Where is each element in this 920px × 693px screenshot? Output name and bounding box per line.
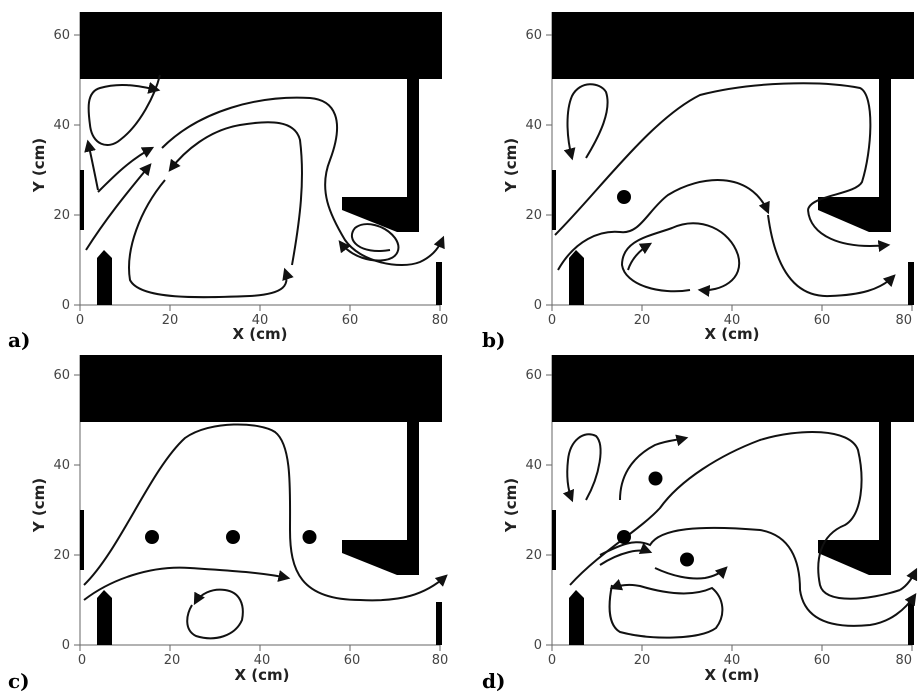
panel-label: d) — [482, 669, 505, 693]
panel-label: b) — [482, 328, 505, 352]
panel-d: 60 40 20 0 0 20 40 60 80 X (cm) Y (cm) d… — [482, 355, 918, 693]
xtick-80: 80 — [895, 653, 912, 668]
panel-a: 60 40 20 0 0 20 40 60 80 X (cm) Y (cm) a… — [8, 12, 448, 352]
panel-a-walls — [80, 12, 442, 305]
ytick-20: 20 — [525, 548, 542, 563]
x-axis-label: X (cm) — [234, 666, 289, 684]
panel-label: c) — [8, 669, 30, 693]
y-axis-label: Y (cm) — [30, 478, 48, 533]
xtick-60: 60 — [342, 313, 359, 328]
ytick-20: 20 — [53, 208, 70, 223]
panel-d-walls — [552, 355, 914, 645]
xtick-40: 40 — [724, 313, 741, 328]
y-axis-label: Y (cm) — [30, 138, 48, 193]
xtick-0: 0 — [548, 653, 556, 668]
xtick-60: 60 — [814, 653, 831, 668]
panel-d-streamlines — [562, 431, 918, 639]
xtick-20: 20 — [162, 313, 179, 328]
x-axis-label: X (cm) — [232, 325, 287, 343]
ytick-0: 0 — [62, 298, 70, 313]
panel-c-walls — [80, 355, 442, 645]
ytick-60: 60 — [53, 368, 70, 383]
xtick-0: 0 — [76, 313, 84, 328]
x-axis-label: X (cm) — [704, 325, 759, 343]
xtick-0: 0 — [548, 313, 556, 328]
ytick-0: 0 — [534, 298, 542, 313]
ytick-40: 40 — [53, 118, 70, 133]
panel-a-xticks: 0 20 40 60 80 — [76, 313, 448, 328]
panel-c-yticks: 60 40 20 0 — [53, 368, 70, 653]
panel-b-walls — [552, 12, 914, 305]
x-axis-label: X (cm) — [704, 666, 759, 684]
xtick-40: 40 — [724, 653, 741, 668]
ytick-20: 20 — [525, 208, 542, 223]
panel-a-yticks: 60 40 20 0 — [53, 28, 70, 313]
xtick-80: 80 — [432, 313, 449, 328]
xtick-60: 60 — [344, 653, 361, 668]
panel-d-xticks: 0 20 40 60 80 — [548, 653, 912, 668]
xtick-80: 80 — [432, 653, 449, 668]
panel-c-xticks: 0 20 40 60 80 — [78, 653, 448, 668]
obstacle-dot-d-3 — [680, 552, 694, 567]
panel-c: 60 40 20 0 0 20 40 60 80 X (cm) Y (cm) c… — [8, 355, 448, 693]
ytick-40: 40 — [525, 118, 542, 133]
ytick-60: 60 — [53, 28, 70, 43]
ytick-0: 0 — [62, 638, 70, 653]
obstacle-dot-b-1 — [617, 190, 631, 204]
xtick-0: 0 — [78, 653, 86, 668]
panel-b-streamlines — [554, 82, 896, 298]
ytick-60: 60 — [525, 28, 542, 43]
xtick-80: 80 — [895, 313, 912, 328]
xtick-40: 40 — [252, 313, 269, 328]
xtick-20: 20 — [634, 313, 651, 328]
obstacle-dot-c-2 — [226, 530, 240, 544]
y-axis-label: Y (cm) — [502, 138, 520, 193]
ytick-60: 60 — [525, 368, 542, 383]
xtick-20: 20 — [164, 653, 181, 668]
obstacle-dot-c-1 — [145, 530, 159, 544]
panel-b-xticks: 0 20 40 60 80 — [548, 313, 912, 328]
obstacle-dot-c-3 — [302, 530, 317, 544]
obstacle-dot-d-2 — [648, 471, 663, 486]
ytick-0: 0 — [534, 638, 542, 653]
obstacle-dot-d-1 — [617, 530, 631, 544]
ytick-20: 20 — [53, 548, 70, 563]
xtick-40: 40 — [254, 653, 271, 668]
y-axis-label: Y (cm) — [502, 478, 520, 533]
panel-c-streamlines — [83, 423, 448, 640]
ytick-40: 40 — [525, 458, 542, 473]
ytick-40: 40 — [53, 458, 70, 473]
panel-a-streamlines — [84, 74, 445, 299]
xtick-60: 60 — [814, 313, 831, 328]
panel-b: 60 40 20 0 0 20 40 60 80 X (cm) Y (cm) b… — [482, 12, 914, 352]
panel-d-yticks: 60 40 20 0 — [525, 368, 542, 653]
panel-b-yticks: 60 40 20 0 — [525, 28, 542, 313]
xtick-20: 20 — [634, 653, 651, 668]
obstacle-markers — [145, 190, 694, 567]
panel-label: a) — [8, 328, 30, 352]
